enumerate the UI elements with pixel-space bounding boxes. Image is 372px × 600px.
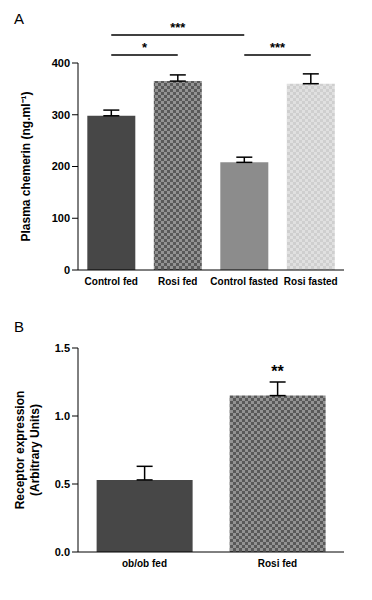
svg-text:Plasma chemerin (ng.ml⁻¹): Plasma chemerin (ng.ml⁻¹)	[19, 91, 33, 241]
svg-text:***: ***	[170, 20, 186, 35]
svg-text:1.5: 1.5	[55, 342, 70, 354]
svg-text:200: 200	[52, 160, 70, 172]
svg-text:*: *	[142, 40, 148, 55]
svg-text:0.0: 0.0	[55, 546, 70, 558]
svg-text:1.0: 1.0	[55, 410, 70, 422]
svg-text:0: 0	[64, 264, 70, 276]
svg-text:**: **	[271, 363, 284, 380]
svg-text:Control fasted: Control fasted	[210, 276, 278, 287]
svg-text:ob/ob fed: ob/ob fed	[122, 558, 167, 569]
svg-text:B: B	[14, 318, 24, 335]
svg-text:(Arbitrary Units): (Arbitrary Units)	[28, 404, 42, 496]
svg-text:100: 100	[52, 212, 70, 224]
svg-text:Rosi fed: Rosi fed	[158, 276, 197, 287]
svg-text:Rosi fed: Rosi fed	[258, 558, 297, 569]
svg-text:Rosi fasted: Rosi fasted	[284, 276, 338, 287]
svg-text:Receptor expression: Receptor expression	[13, 391, 27, 510]
svg-text:***: ***	[270, 40, 286, 55]
svg-text:400: 400	[52, 57, 70, 69]
svg-text:300: 300	[52, 109, 70, 121]
svg-text:Control fed: Control fed	[85, 276, 138, 287]
svg-text:A: A	[14, 10, 24, 27]
svg-text:0.5: 0.5	[55, 478, 70, 490]
